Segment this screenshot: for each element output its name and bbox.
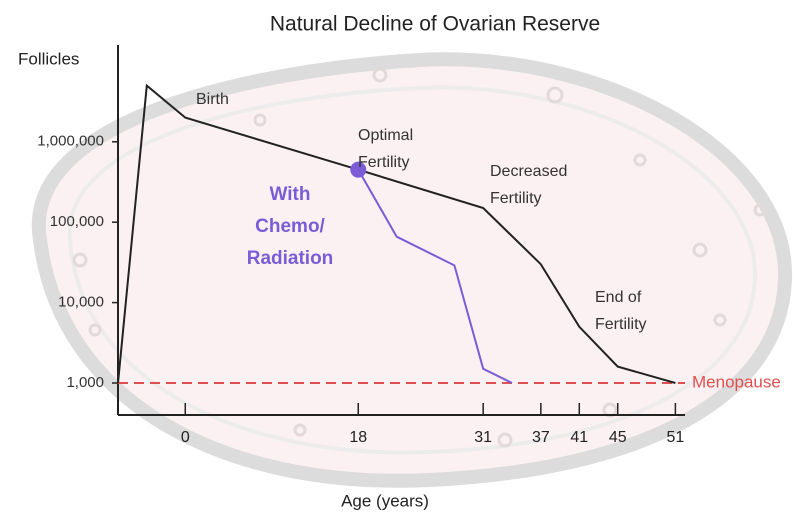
chemo-label-line: Radiation — [247, 248, 334, 269]
annotation: End of — [595, 289, 642, 306]
y-axis-label: Follicles — [18, 49, 79, 68]
chemo-start-marker — [350, 161, 367, 178]
x-axis-label: Age (years) — [341, 491, 429, 510]
chemo-label: With Chemo/Radiation — [247, 184, 334, 269]
annotation: Fertility — [595, 316, 647, 333]
series-line — [117, 83, 676, 384]
x-tick-label: 41 — [570, 429, 588, 446]
chemo-label-line: Chemo/ — [255, 216, 325, 237]
x-tick-label: 51 — [666, 429, 684, 446]
y-tick-label: 1,000 — [66, 374, 104, 391]
x-tick-label: 31 — [474, 429, 492, 446]
ovary-background — [31, 52, 793, 488]
reference-label: Menopause — [692, 372, 781, 391]
chart-title: Natural Decline of Ovarian Reserve — [270, 13, 600, 36]
x-tick-label: 18 — [349, 429, 367, 446]
chemo-label-line: With — [270, 184, 311, 205]
x-tick-label: 0 — [181, 429, 190, 446]
y-tick-label: 10,000 — [58, 294, 104, 311]
y-tick-label: 1,000,000 — [37, 133, 104, 150]
annotation: Birth — [196, 91, 229, 108]
annotation: Fertility — [358, 154, 410, 171]
series-line — [357, 169, 513, 384]
x-tick-label: 45 — [609, 429, 627, 446]
annotation: Fertility — [490, 190, 542, 207]
x-tick-label: 37 — [532, 429, 550, 446]
y-tick-label: 100,000 — [50, 213, 104, 230]
annotation: Decreased — [490, 163, 567, 180]
annotation: Optimal — [358, 127, 413, 144]
